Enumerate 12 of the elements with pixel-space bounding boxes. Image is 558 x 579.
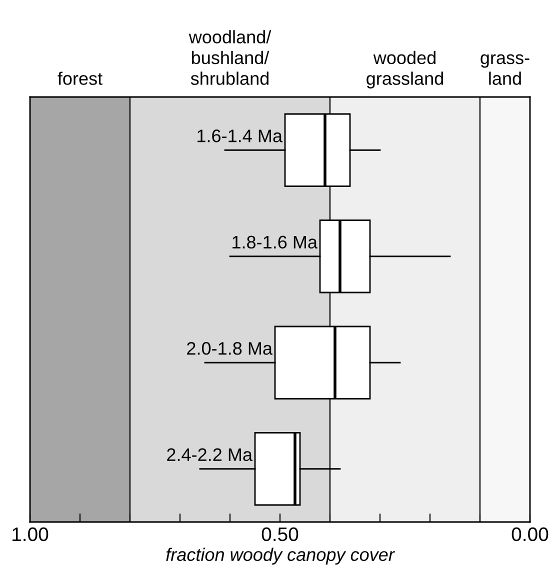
y-tick-label: 1.6-1.4 Ma — [198, 130, 283, 142]
band-label: woodland/ bushland/ shrubland — [188, 30, 272, 85]
y-tick-label: 2.4-2.2 Ma — [167, 448, 253, 462]
band-label: forest — [58, 72, 102, 85]
x-tick-label: 1.00 — [12, 527, 48, 542]
x-axis-title: fraction woody canopy cover — [166, 548, 396, 565]
x-tick-label: 0.50 — [262, 527, 298, 542]
band-label: wooded grassland — [366, 50, 443, 88]
y-tick-label: 2.0-1.8 Ma — [187, 342, 273, 355]
x-tick-label: 0.00 — [512, 527, 548, 542]
y-tick-label: 1.8-1.6 Ma — [232, 236, 318, 249]
band-label: grass- land — [480, 54, 530, 85]
